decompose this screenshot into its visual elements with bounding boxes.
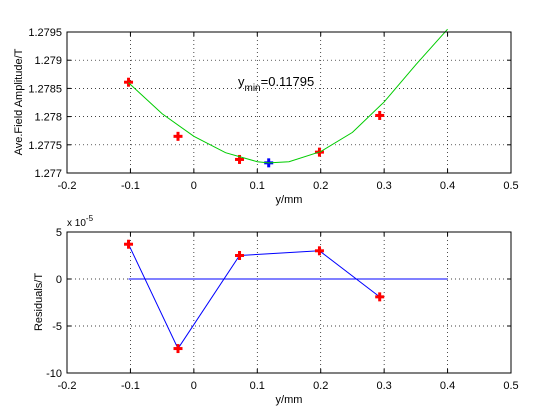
bottom-y-tick-label: 0: [56, 274, 62, 286]
bottom-ticks: -0.2 -0.1 0 0.1 0.2 0.3 0.4 0.5 5 0 -5 -10: [46, 227, 519, 392]
bottom-data-point: [375, 292, 385, 302]
bottom-x-tick-label: -0.1: [121, 380, 140, 392]
annotation-subscript: min: [245, 83, 261, 94]
top-annotation: ymin=0.11795: [238, 74, 314, 94]
bottom-axes-box: [66, 231, 512, 374]
top-x-axis-label: y/mm: [276, 194, 303, 206]
bottom-data-point: [124, 239, 134, 249]
top-y-tick-label: 1.277: [34, 168, 62, 180]
top-marks: [124, 28, 448, 168]
top-x-tick-label: -0.2: [58, 180, 77, 192]
bottom-exponent-label: x 10-5: [67, 214, 94, 229]
bottom-plot-area: [67, 232, 511, 373]
top-y-tick-label: 1.2795: [28, 27, 62, 39]
top-ticks: -0.2 -0.1 0 0.1 0.2 0.3 0.4 0.5 1.277 1.2775 1.278…: [28, 27, 518, 192]
bottom-x-tick-label: 0: [191, 380, 197, 392]
annotation-suffix: =0.11795: [261, 74, 315, 89]
bottom-data-point: [235, 251, 245, 260]
bottom-x-tick-label: -0.2: [58, 380, 77, 392]
top-x-tick-label: 0.4: [440, 180, 455, 192]
top-x-tick-label: 0: [191, 180, 197, 192]
top-series-line-2: [128, 28, 448, 164]
top-x-tick-label: -0.1: [121, 180, 140, 192]
bottom-axes: -0.2 -0.1 0 0.1 0.2 0.3 0.4 0.550-5-10 x 10-5 y…: [33, 214, 519, 406]
bottom-y-tick-label: 5: [56, 227, 62, 239]
top-x-tick-label: 0.1: [250, 180, 265, 192]
top-x-tick-label: 0.2: [313, 180, 328, 192]
exponent-power: -5: [86, 214, 94, 223]
top-y-tick-label: 1.2775: [28, 140, 62, 152]
bottom-y-tick-label: -10: [46, 368, 62, 380]
bottom-y-tick-label: -5: [52, 321, 62, 333]
exponent-base: x 10: [67, 218, 86, 229]
top-x-tick-label: 0.5: [503, 180, 518, 192]
top-y-tick-label: 1.278: [34, 112, 62, 124]
bottom-y-axis-label: Residuals/T: [33, 273, 45, 331]
top-y-tick-label: 1.279: [34, 55, 62, 67]
annotation-prefix: y: [238, 74, 245, 89]
bottom-x-tick-label: 0.2: [313, 380, 328, 392]
bottom-data-point: [173, 344, 183, 354]
top-plot-area: [67, 32, 511, 173]
top-data-point: [124, 77, 134, 87]
top-axes-box: [66, 31, 512, 174]
bottom-x-tick-label: 0.3: [376, 380, 391, 392]
top-y-tick-label: 1.2785: [28, 83, 62, 95]
bottom-marks: [124, 239, 448, 354]
top-data-point: [173, 131, 183, 141]
top-x-tick-label: 0.3: [376, 180, 391, 192]
top-data-point: [375, 110, 385, 120]
bottom-data-point: [314, 246, 324, 256]
top-y-axis-label: Ave.Field Amplitude/T: [13, 48, 25, 155]
bottom-x-axis-label: y/mm: [276, 394, 303, 406]
top-axes: -0.2 -0.1 0 0.1 0.2 0.3 0.4 0.5 1.277 1.2775 1.278…: [13, 27, 519, 206]
bottom-x-tick-label: 0.4: [440, 380, 455, 392]
bottom-x-tick-label: 0.1: [250, 380, 265, 392]
bottom-x-tick-label: 0.5: [503, 380, 518, 392]
